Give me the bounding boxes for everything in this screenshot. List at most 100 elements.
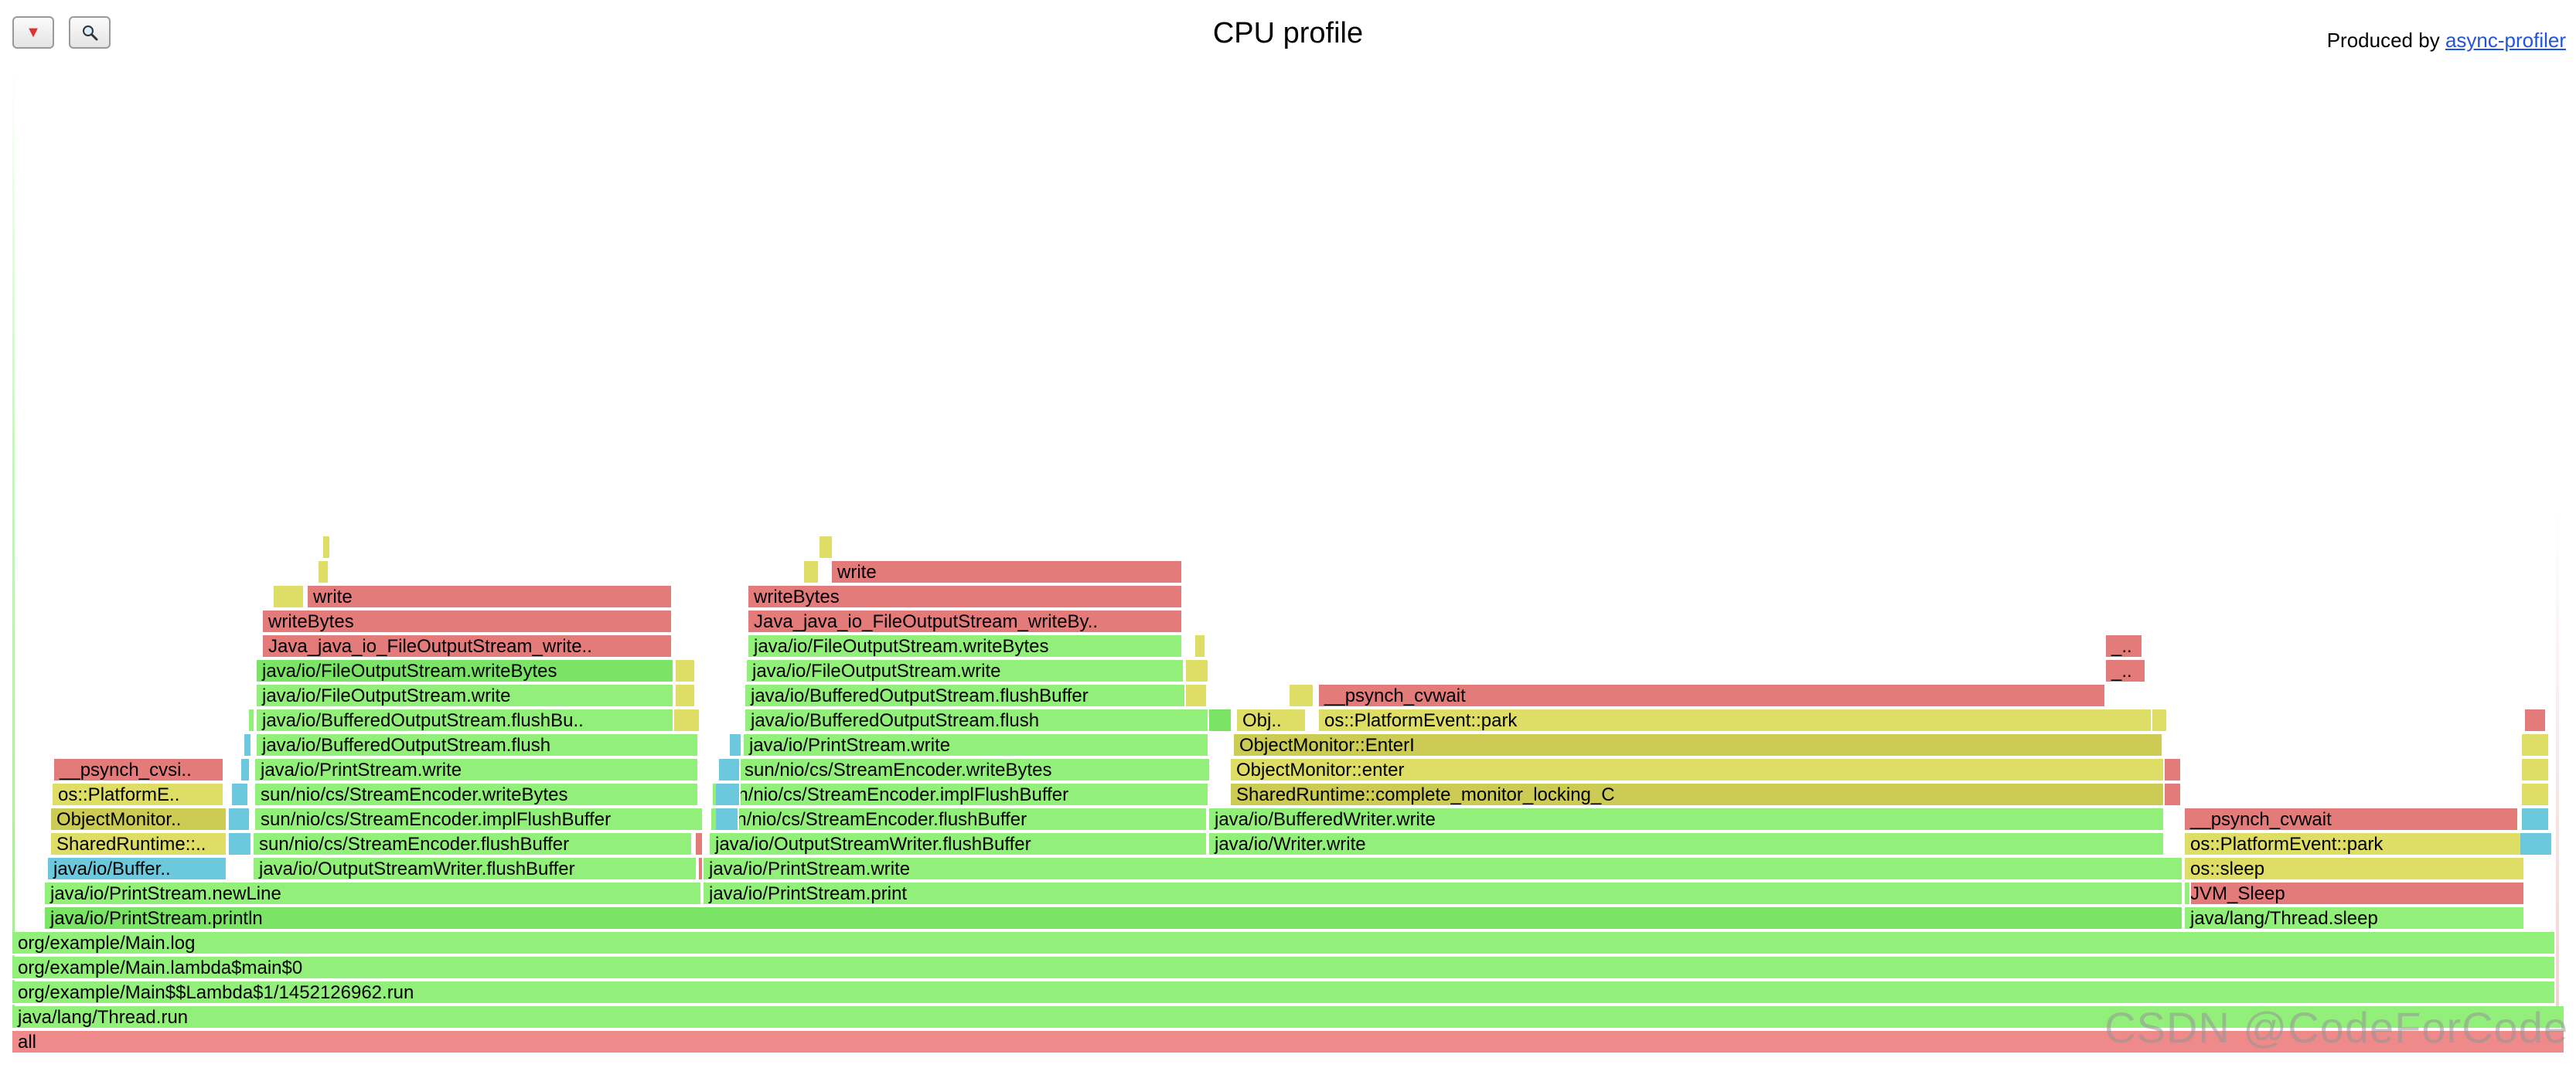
search-button[interactable] — [69, 16, 111, 49]
flame-frame[interactable]: os::PlatformEvent::park — [1319, 709, 2152, 733]
flame-frame-sliver[interactable] — [2525, 709, 2547, 733]
flame-frame[interactable]: java/io/FileOutputStream.writeBytes — [257, 660, 674, 683]
flame-frame[interactable]: write — [308, 586, 673, 609]
flame-frame-sliver[interactable] — [229, 833, 252, 856]
flame-frame[interactable]: writeBytes — [263, 611, 673, 634]
flame-frame[interactable]: java/io/PrintStream.println — [45, 907, 2183, 930]
flame-frame[interactable]: java/io/FileOutputStream.writeBytes — [748, 635, 1183, 658]
flame-frame-label: writeBytes — [268, 611, 354, 632]
flame-frame-sliver[interactable] — [2152, 709, 2168, 733]
flame-frame[interactable]: java/io/FileOutputStream.write — [257, 685, 674, 708]
flame-frame-sliver[interactable] — [699, 858, 704, 881]
flame-frame[interactable]: SharedRuntime::complete_monitor_locking_… — [1231, 784, 2165, 807]
flame-frame[interactable]: sun/nio/cs/StreamEncoder.flushBuffer — [711, 808, 1208, 832]
flame-frame-tick[interactable] — [804, 561, 819, 584]
flame-frame[interactable]: java/io/Buffer.. — [48, 858, 227, 881]
flame-frame-sliver[interactable] — [229, 808, 250, 832]
flame-frame-tick[interactable] — [819, 536, 833, 560]
flame-frame-label: ObjectMonitor::EnterI — [1239, 735, 1415, 756]
flame-frame[interactable]: Java_java_io_FileOutputStream_writeBy.. — [748, 611, 1183, 634]
flame-frame[interactable]: ObjectMonitor.. — [51, 808, 227, 832]
flame-frame-sliver[interactable] — [676, 660, 696, 683]
flame-frame-sliver[interactable] — [244, 734, 252, 757]
flame-frame-label: org/example/Main.lambda$main$0 — [18, 957, 303, 978]
flame-frame-tick[interactable] — [323, 536, 331, 560]
flame-frame[interactable]: java/io/PrintStream.write — [744, 734, 1209, 757]
flame-frame-label: java/io/Buffer.. — [53, 859, 171, 879]
flame-frame[interactable]: sun/nio/cs/StreamEncoder.flushBuffer — [254, 833, 693, 856]
flame-frame[interactable]: org/example/Main.log — [12, 932, 2556, 955]
async-profiler-link[interactable]: async-profiler — [2445, 29, 2566, 52]
flame-frame[interactable]: java/io/OutputStreamWriter.flushBuffer — [254, 858, 697, 881]
flame-frame[interactable]: Java_java_io_FileOutputStream_write.. — [263, 635, 673, 658]
flame-frame[interactable]: java/io/OutputStreamWriter.flushBuffer — [710, 833, 1208, 856]
flame-frame-sliver[interactable] — [2165, 784, 2182, 807]
flame-frame-sliver[interactable] — [1195, 635, 1206, 658]
flame-frame-tick[interactable] — [319, 561, 329, 584]
flame-frame[interactable]: java/io/BufferedOutputStream.flushBu.. — [257, 709, 674, 733]
flame-frame-sliver[interactable] — [719, 759, 741, 782]
flame-frame-sliver[interactable] — [674, 709, 700, 733]
flame-frame[interactable]: _.. — [2106, 660, 2146, 683]
flame-frame-sliver[interactable] — [274, 586, 305, 609]
flame-frame-sliver[interactable] — [2522, 808, 2550, 832]
flame-left-edge — [12, 68, 15, 1026]
flame-frame-sliver[interactable] — [676, 685, 696, 708]
flame-frame-sliver[interactable] — [2522, 759, 2550, 782]
flame-frame-sliver[interactable] — [716, 808, 739, 832]
flame-frame-sliver[interactable] — [2522, 784, 2550, 807]
flame-frame[interactable]: java/io/Writer.write — [1209, 833, 2165, 856]
flame-frame[interactable]: sun/nio/cs/StreamEncoder.implFlushBuffer — [255, 808, 704, 832]
flame-frame[interactable]: sun/nio/cs/StreamEncoder.writeBytes — [255, 784, 699, 807]
flame-frame-sliver[interactable] — [2185, 883, 2191, 906]
flame-frame[interactable]: org/example/Main.lambda$main$0 — [12, 957, 2556, 980]
flame-frame[interactable]: java/io/FileOutputStream.write — [747, 660, 1184, 683]
flame-frame-label: java/io/PrintStream.println — [50, 908, 263, 929]
flame-frame[interactable]: java/io/BufferedOutputStream.flush — [745, 709, 1209, 733]
flame-frame-sliver[interactable] — [232, 784, 249, 807]
flame-frame[interactable]: __psynch_cvwait — [2185, 808, 2519, 832]
flame-frame[interactable]: java/io/BufferedWriter.write — [1209, 808, 2165, 832]
flame-frame[interactable]: all — [12, 1031, 2565, 1054]
flame-frame-sliver[interactable] — [2522, 734, 2550, 757]
flame-frame-sliver[interactable] — [2520, 833, 2553, 856]
flame-frame-sliver[interactable] — [1290, 685, 1314, 708]
flame-frame[interactable]: java/io/PrintStream.newLine — [45, 883, 702, 906]
flame-frame[interactable]: java/io/PrintStream.write — [704, 858, 2183, 881]
flame-frame[interactable]: JVM_Sleep — [2185, 883, 2525, 906]
flame-frame-sliver[interactable] — [249, 709, 255, 733]
flame-frame[interactable]: os::PlatformEvent::park — [2185, 833, 2525, 856]
flame-frame-sliver[interactable] — [241, 759, 250, 782]
flame-frame[interactable]: ObjectMonitor::EnterI — [1234, 734, 2163, 757]
flame-frame-label: JVM_Sleep — [2190, 883, 2285, 904]
flame-frame[interactable]: os::PlatformE.. — [53, 784, 224, 807]
flame-frame[interactable]: sun/nio/cs/StreamEncoder.writeBytes — [739, 759, 1211, 782]
flame-frame[interactable]: __psynch_cvsi.. — [54, 759, 224, 782]
flame-frame-sliver[interactable] — [2165, 759, 2182, 782]
flame-frame-sliver[interactable] — [716, 784, 741, 807]
flame-frame[interactable]: java/io/BufferedOutputStream.flush — [257, 734, 699, 757]
flame-frame[interactable]: _.. — [2106, 635, 2143, 658]
flame-frame[interactable]: writeBytes — [748, 586, 1183, 609]
flame-frame[interactable]: org/example/Main$$Lambda$1/1452126962.ru… — [12, 981, 2556, 1005]
flame-frame[interactable]: write — [832, 561, 1183, 584]
flame-frame-label: sun/nio/cs/StreamEncoder.implFlushBuffer — [718, 784, 1069, 805]
flame-right-edge — [2556, 510, 2559, 1028]
flame-frame[interactable]: SharedRuntime::.. — [51, 833, 227, 856]
flame-frame-sliver[interactable] — [1186, 660, 1209, 683]
flame-frame-sliver[interactable] — [730, 734, 742, 757]
flame-frame[interactable]: ObjectMonitor::enter — [1231, 759, 2165, 782]
flame-frame[interactable]: sun/nio/cs/StreamEncoder.implFlushBuffer — [713, 784, 1209, 807]
flame-frame[interactable]: java/lang/Thread.run — [12, 1006, 2565, 1029]
flame-frame[interactable]: java/lang/Thread.sleep — [2185, 907, 2525, 930]
flame-frame[interactable]: Obj.. — [1237, 709, 1307, 733]
flame-frame[interactable]: java/io/PrintStream.print — [704, 883, 2183, 906]
flame-frame[interactable]: java/io/BufferedOutputStream.flushBuffer — [745, 685, 1186, 708]
flame-frame[interactable]: os::sleep — [2185, 858, 2525, 881]
flame-frame[interactable]: __psynch_cvwait — [1319, 685, 2106, 708]
flame-frame-sliver[interactable] — [1186, 685, 1208, 708]
reverse-button[interactable]: ▼ — [12, 16, 54, 49]
flame-frame-sliver[interactable] — [1209, 709, 1232, 733]
flame-frame-sliver[interactable] — [696, 833, 704, 856]
flame-frame[interactable]: java/io/PrintStream.write — [255, 759, 699, 782]
